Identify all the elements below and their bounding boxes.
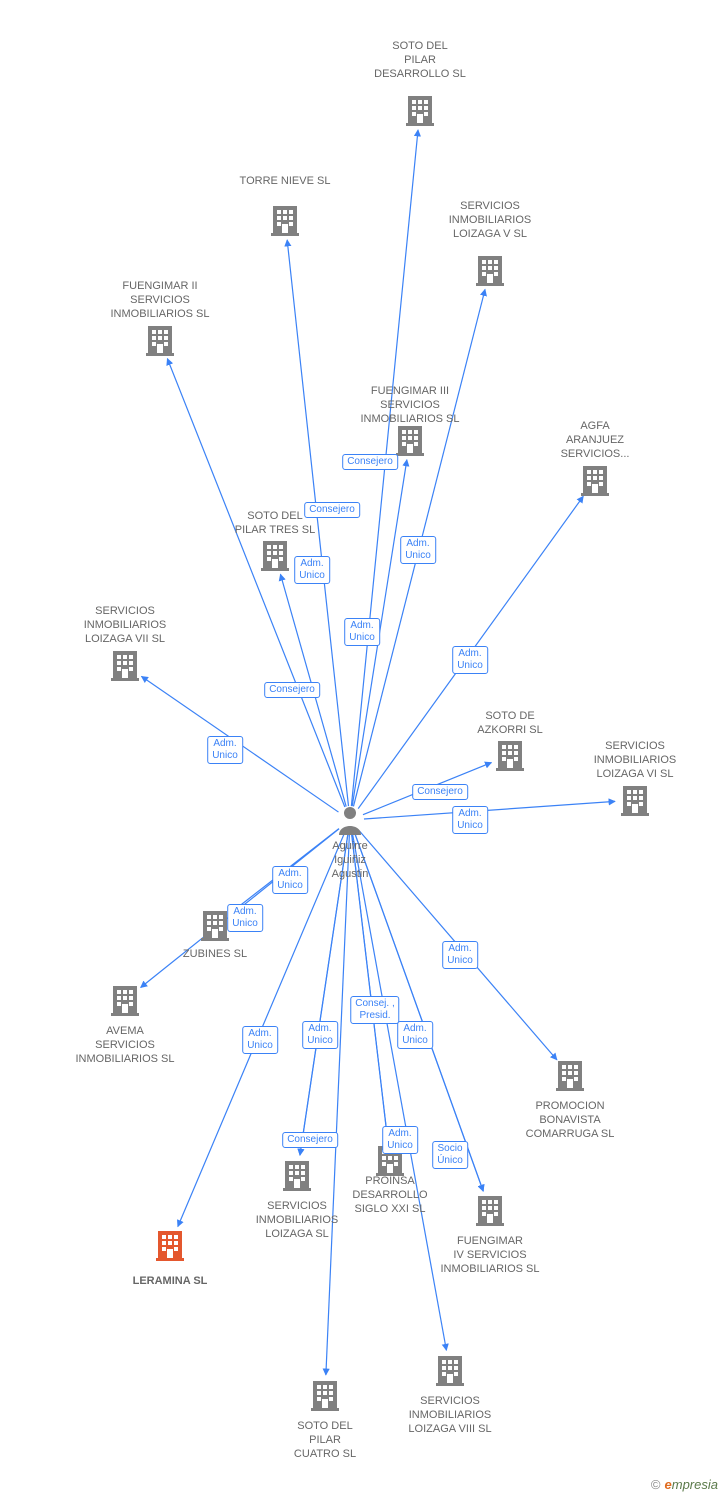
edge-label: Adm. Unico bbox=[452, 646, 488, 674]
node-label: FUENGIMAR III SERVICIOS INMOBILIARIOS SL bbox=[360, 385, 459, 426]
node-label: TORRE NIEVE SL bbox=[240, 175, 331, 189]
building-icon bbox=[310, 1378, 340, 1412]
edge-label: Consejero bbox=[304, 502, 360, 518]
edge-label: Consejero bbox=[264, 682, 320, 698]
building-icon bbox=[620, 783, 650, 817]
node-label: LERAMINA SL bbox=[133, 1275, 208, 1289]
node-label: FUENGIMAR IV SERVICIOS INMOBILIARIOS SL bbox=[440, 1235, 539, 1276]
building-icon bbox=[110, 983, 140, 1017]
building-icon bbox=[395, 423, 425, 457]
edge-label: Adm. Unico bbox=[207, 736, 243, 764]
copyright-e: e bbox=[665, 1477, 672, 1492]
edge-label: Adm. Unico bbox=[442, 941, 478, 969]
copyright: © empresia bbox=[651, 1477, 718, 1492]
center-label: Aguirre Iguiñiz Agustin bbox=[332, 840, 369, 881]
copyright-rest: mpresia bbox=[672, 1477, 718, 1492]
edge-label: Consejero bbox=[412, 784, 468, 800]
edge bbox=[353, 834, 447, 1351]
edge-label: Adm. Unico bbox=[302, 1021, 338, 1049]
edge-label: Adm. Unico bbox=[400, 536, 436, 564]
building-icon bbox=[435, 1353, 465, 1387]
edge-label: Socio Único bbox=[432, 1141, 468, 1169]
node-label: SERVICIOS INMOBILIARIOS LOIZAGA V SL bbox=[449, 200, 532, 241]
edge bbox=[364, 801, 615, 819]
node-label: SOTO DEL PILAR DESARROLLO SL bbox=[374, 40, 466, 81]
node-label: PROINSA DESARROLLO SIGLO XXI SL bbox=[352, 1175, 427, 1216]
building-icon bbox=[282, 1158, 312, 1192]
building-icon bbox=[555, 1058, 585, 1092]
edge-label: Adm. Unico bbox=[397, 1021, 433, 1049]
node-label: ZUBINES SL bbox=[183, 948, 247, 962]
node-label: PROMOCION BONAVISTA COMARRUGA SL bbox=[526, 1100, 615, 1141]
building-icon bbox=[495, 738, 525, 772]
building-icon bbox=[260, 538, 290, 572]
building-icon bbox=[145, 323, 175, 357]
node-label: SERVICIOS INMOBILIARIOS LOIZAGA SL bbox=[256, 1200, 339, 1241]
edge-label: Adm. Unico bbox=[227, 904, 263, 932]
building-icon bbox=[155, 1228, 185, 1262]
building-icon bbox=[110, 648, 140, 682]
building-icon bbox=[475, 1193, 505, 1227]
edge-label: Adm. Unico bbox=[452, 806, 488, 834]
edge-label: Adm. Unico bbox=[294, 556, 330, 584]
person-icon bbox=[337, 805, 363, 835]
edge-label: Adm. Unico bbox=[382, 1126, 418, 1154]
node-label: SOTO DE AZKORRI SL bbox=[477, 710, 542, 738]
edge-label: Adm. Unico bbox=[344, 618, 380, 646]
building-icon bbox=[200, 908, 230, 942]
building-icon bbox=[475, 253, 505, 287]
building-icon bbox=[580, 463, 610, 497]
node-label: SOTO DEL PILAR TRES SL bbox=[235, 510, 316, 538]
building-icon bbox=[405, 93, 435, 127]
node-label: SERVICIOS INMOBILIARIOS LOIZAGA VII SL bbox=[84, 605, 167, 646]
copyright-symbol: © bbox=[651, 1477, 661, 1492]
edge bbox=[326, 834, 350, 1375]
edge-label: Consejero bbox=[282, 1132, 338, 1148]
node-label: SERVICIOS INMOBILIARIOS LOIZAGA VIII SL bbox=[408, 1395, 491, 1436]
edge-label: Adm. Unico bbox=[242, 1026, 278, 1054]
node-label: FUENGIMAR II SERVICIOS INMOBILIARIOS SL bbox=[110, 280, 209, 321]
edge-label: Adm. Unico bbox=[272, 866, 308, 894]
building-icon bbox=[270, 203, 300, 237]
edge-label: Consej. , Presid. bbox=[350, 996, 399, 1024]
node-label: SOTO DEL PILAR CUATRO SL bbox=[294, 1420, 356, 1461]
node-label: SERVICIOS INMOBILIARIOS LOIZAGA VI SL bbox=[594, 740, 677, 781]
node-label: AVEMA SERVICIOS INMOBILIARIOS SL bbox=[75, 1025, 174, 1066]
node-label: AGFA ARANJUEZ SERVICIOS... bbox=[561, 420, 630, 461]
edge-label: Consejero bbox=[342, 454, 398, 470]
